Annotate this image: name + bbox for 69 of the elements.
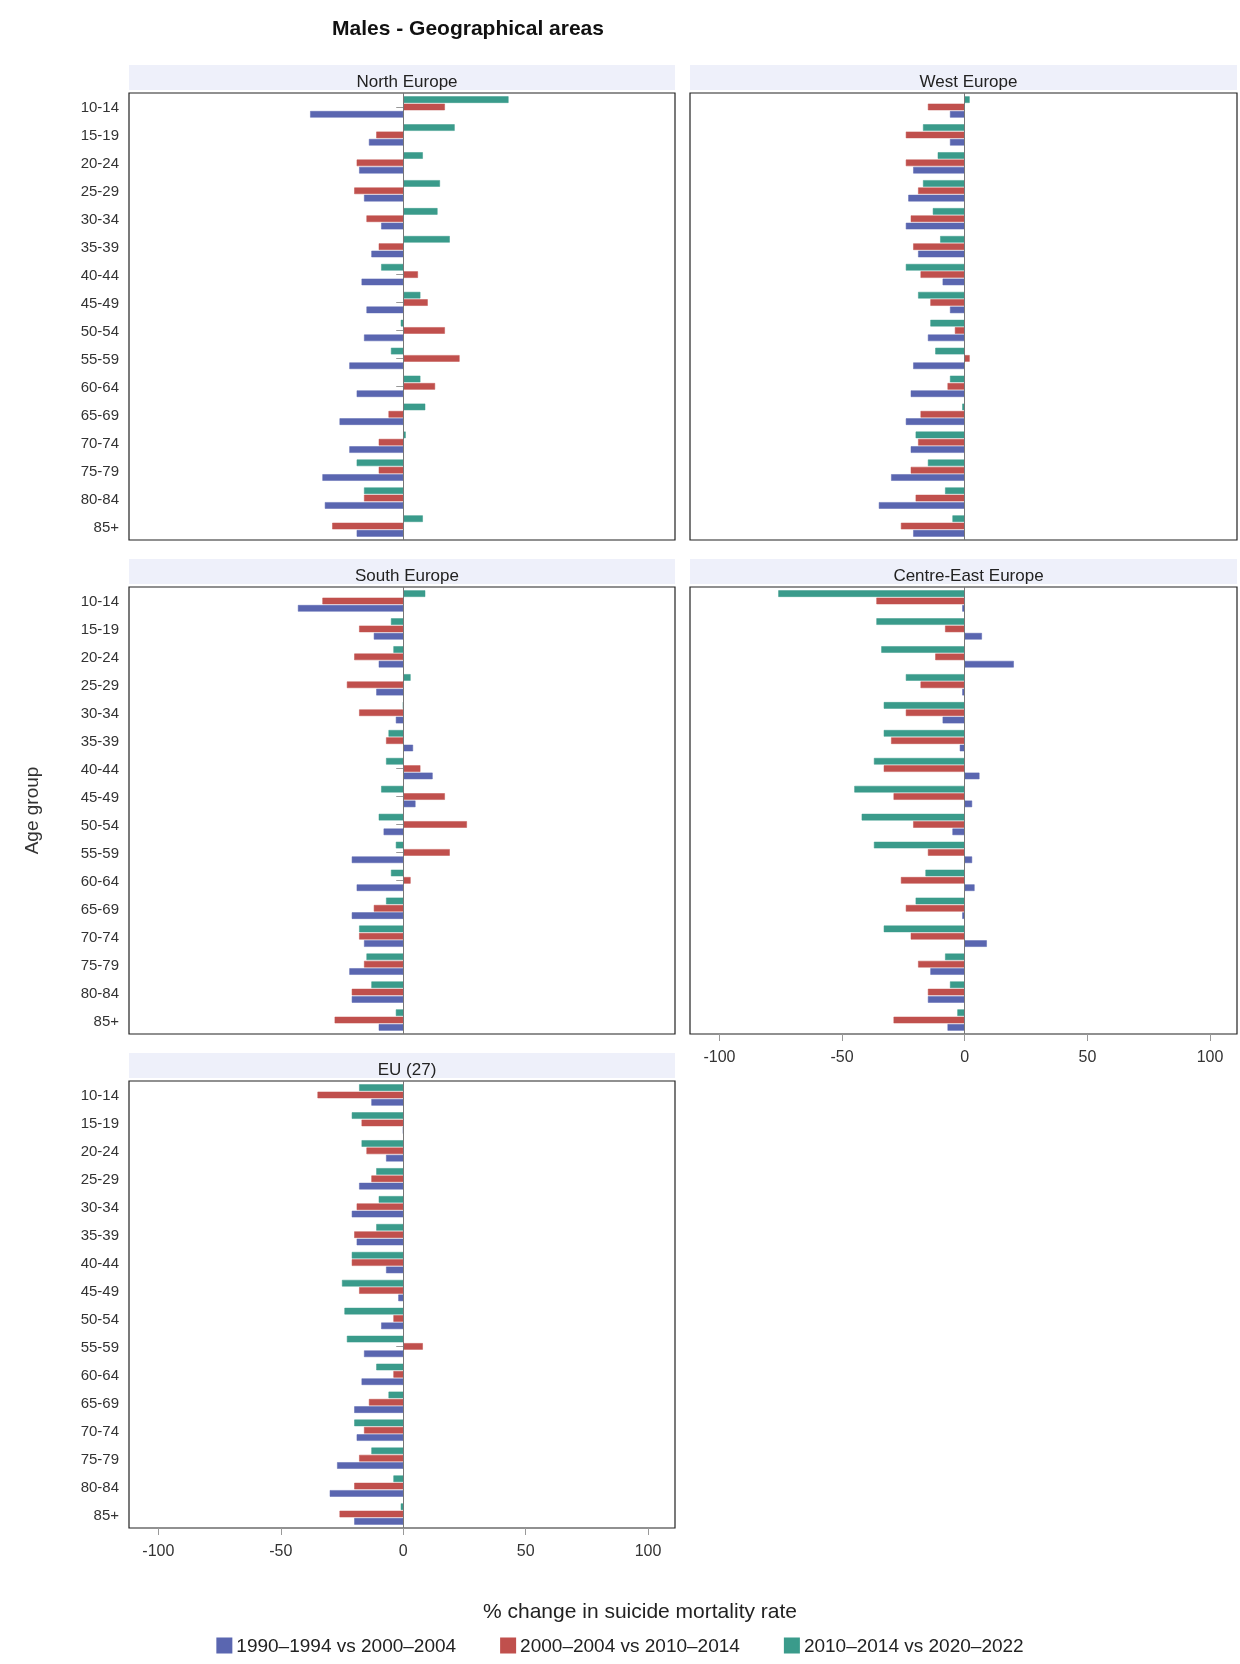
chart-subtitle: North Europe — [356, 72, 458, 91]
x-tick-label: -50 — [830, 1047, 854, 1065]
y-tick-label: 75-79 — [80, 955, 119, 973]
y-tick-label: 75-79 — [80, 1449, 119, 1467]
x-tick-label: 0 — [398, 1541, 408, 1559]
y-tick-label: 15-19 — [80, 620, 119, 638]
y-tick-label: 35-39 — [80, 1226, 119, 1244]
y-tick-label: 20-24 — [80, 648, 119, 666]
x-tick-label: -100 — [703, 1047, 736, 1065]
y-tick-label: 45-49 — [80, 294, 119, 312]
y-tick-label: 65-69 — [80, 1393, 119, 1411]
y-tick-label: 70-74 — [80, 927, 119, 945]
x-tick-label: -50 — [269, 1541, 293, 1559]
chart-subtitle: West Europe — [919, 72, 1018, 91]
chart-subtitle: Centre-East Europe — [893, 566, 1044, 585]
y-tick-label: 35-39 — [80, 732, 119, 750]
y-tick-label: 25-29 — [80, 182, 119, 200]
y-tick-label: 35-39 — [80, 238, 119, 256]
x-tick-label: 0 — [960, 1047, 970, 1065]
y-tick-label: 85+ — [93, 1011, 120, 1029]
y-tick-label: 30-34 — [80, 210, 119, 228]
y-tick-label: 30-34 — [80, 704, 119, 722]
x-tick-label: -100 — [142, 1541, 175, 1559]
y-tick-label: 40-44 — [80, 1254, 119, 1272]
y-tick-label: 65-69 — [80, 899, 119, 917]
legend-label: 1990–1994 vs 2000–2004 — [236, 1635, 457, 1656]
y-tick-label: 55-59 — [80, 349, 119, 367]
x-axis-title: % change in suicide mortality rate — [483, 1598, 797, 1622]
y-tick-label: 85+ — [93, 1505, 120, 1523]
y-tick-label: 50-54 — [80, 815, 119, 833]
y-tick-label: 80-84 — [80, 983, 119, 1001]
y-tick-label: 70-74 — [80, 1421, 119, 1439]
y-tick-label: 40-44 — [80, 760, 119, 778]
y-tick-label: 10-14 — [80, 1086, 119, 1104]
x-tick-label: 50 — [1078, 1047, 1097, 1065]
chart-subtitle: South Europe — [355, 566, 459, 585]
y-tick-label: 10-14 — [80, 592, 119, 610]
legend-label: 2010–2014 vs 2020–2022 — [803, 1635, 1024, 1656]
y-tick-label: 15-19 — [80, 1114, 119, 1132]
x-tick-label: 50 — [516, 1541, 535, 1559]
y-tick-label: 70-74 — [80, 433, 119, 451]
y-tick-label: 55-59 — [80, 843, 119, 861]
y-tick-label: 20-24 — [80, 154, 119, 172]
y-tick-label: 80-84 — [80, 489, 119, 507]
y-tick-label: 10-14 — [80, 98, 119, 116]
y-tick-label: 45-49 — [80, 1282, 119, 1300]
y-tick-label: 65-69 — [80, 405, 119, 423]
y-tick-label: 25-29 — [80, 1170, 119, 1188]
y-tick-label: 60-64 — [80, 1365, 119, 1383]
y-tick-label: 50-54 — [80, 1309, 119, 1327]
y-tick-label: 25-29 — [80, 676, 119, 694]
y-tick-label: 45-49 — [80, 788, 119, 806]
y-tick-label: 85+ — [93, 517, 120, 535]
y-tick-label: 40-44 — [80, 266, 119, 284]
chart-subtitle: EU (27) — [377, 1060, 437, 1079]
y-axis-title: Age group — [21, 766, 42, 855]
y-tick-label: 80-84 — [80, 1477, 119, 1495]
x-tick-label: 100 — [634, 1541, 662, 1559]
y-tick-label: 55-59 — [80, 1337, 119, 1355]
chart-title: Males - Geographical areas — [332, 16, 604, 39]
y-tick-label: 50-54 — [80, 321, 119, 339]
y-tick-label: 60-64 — [80, 871, 119, 889]
legend-label: 2000–2004 vs 2010–2014 — [520, 1635, 741, 1656]
y-tick-label: 75-79 — [80, 461, 119, 479]
x-tick-label: 100 — [1196, 1047, 1224, 1065]
y-tick-label: 30-34 — [80, 1198, 119, 1216]
y-tick-label: 15-19 — [80, 126, 119, 144]
y-tick-label: 20-24 — [80, 1142, 119, 1160]
y-tick-label: 60-64 — [80, 377, 119, 395]
